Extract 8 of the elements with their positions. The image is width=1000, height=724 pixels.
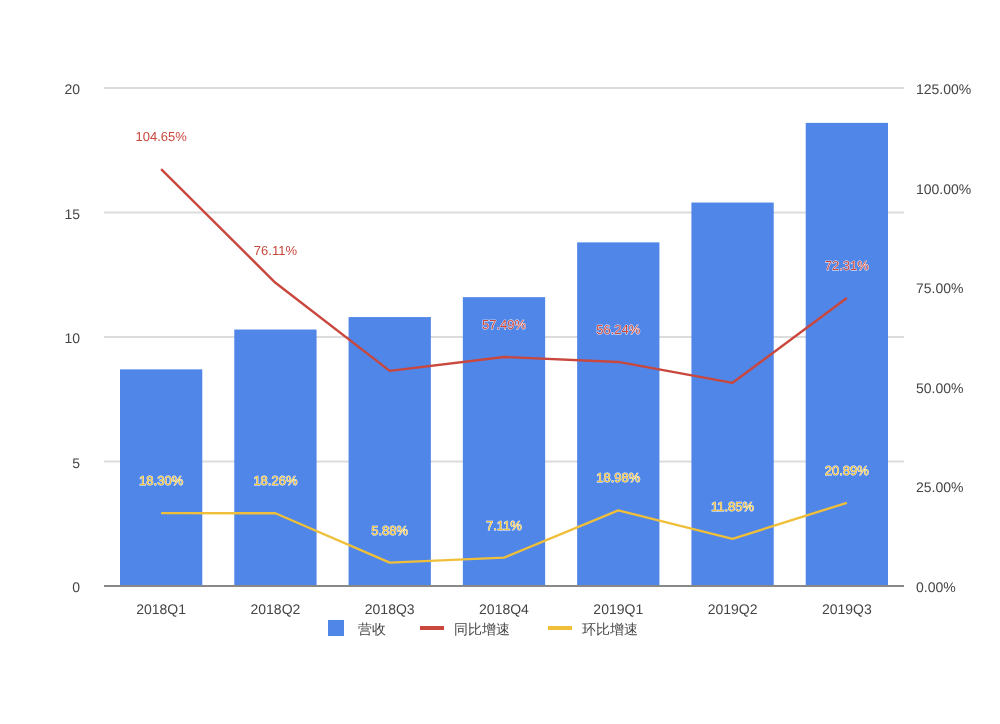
line-series xyxy=(159,501,849,564)
bar xyxy=(691,202,774,586)
bar xyxy=(348,317,431,586)
bar xyxy=(234,329,317,586)
bar xyxy=(462,297,546,586)
bar xyxy=(577,242,660,586)
bar xyxy=(805,122,888,586)
bar xyxy=(120,369,203,586)
